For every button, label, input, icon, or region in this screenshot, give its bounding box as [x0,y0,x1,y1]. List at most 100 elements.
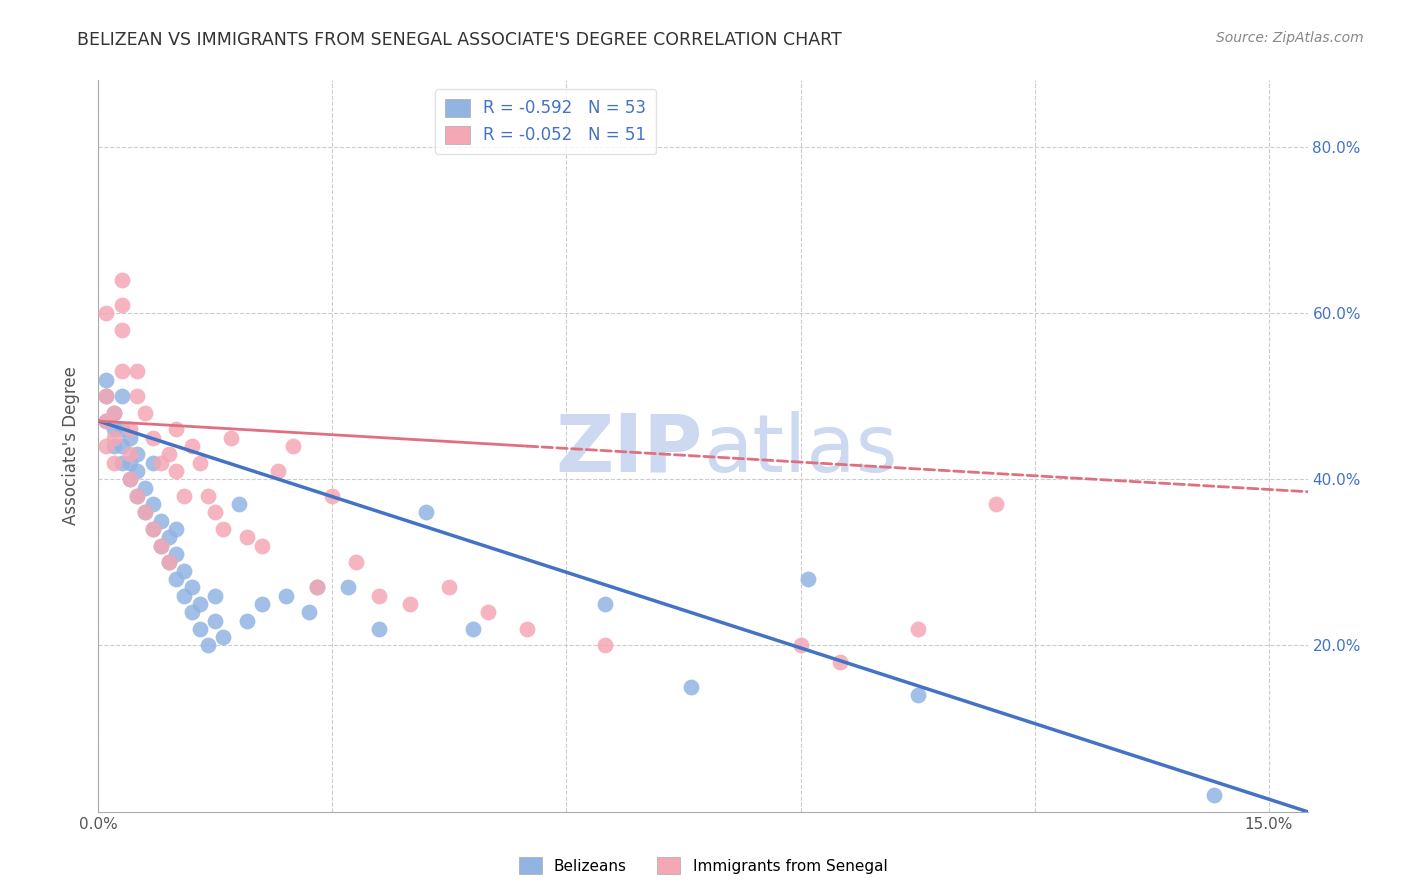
Point [149,456,172,470]
Point [181,580,204,594]
Point [173,489,195,503]
Point [681,680,703,694]
Point [96,414,118,428]
Point [219,431,242,445]
Point [212,522,235,536]
Point [157,530,180,544]
Point [305,580,328,594]
Point [96,389,118,403]
Point [212,630,235,644]
Point [111,364,134,378]
Point [298,605,321,619]
Point [516,622,538,636]
Point [134,506,156,520]
Point [142,497,165,511]
Point [188,456,211,470]
Point [157,555,180,569]
Point [127,364,149,378]
Point [165,547,187,561]
Point [96,372,118,386]
Point [142,522,165,536]
Text: Source: ZipAtlas.com: Source: ZipAtlas.com [1216,31,1364,45]
Point [828,655,851,669]
Point [142,456,165,470]
Point [188,597,211,611]
Point [797,572,820,586]
Point [907,689,929,703]
Point [111,323,134,337]
Point [252,539,274,553]
Point [204,614,226,628]
Point [415,506,437,520]
Point [118,472,141,486]
Point [439,580,461,594]
Point [103,406,125,420]
Y-axis label: Associate's Degree: Associate's Degree [62,367,80,525]
Point [204,589,226,603]
Legend: R = -0.592   N = 53, R = -0.052   N = 51: R = -0.592 N = 53, R = -0.052 N = 51 [434,88,657,154]
Point [267,464,290,478]
Point [181,439,204,453]
Point [283,439,305,453]
Point [96,306,118,320]
Point [984,497,1007,511]
Point [461,622,484,636]
Point [96,439,118,453]
Point [127,464,149,478]
Point [103,431,125,445]
Point [204,506,226,520]
Point [1202,788,1225,802]
Point [789,639,811,653]
Point [134,506,156,520]
Point [149,514,172,528]
Point [907,622,929,636]
Point [103,456,125,470]
Point [165,572,187,586]
Point [96,414,118,428]
Point [111,298,134,312]
Point [235,614,257,628]
Point [165,522,187,536]
Point [111,439,134,453]
Point [142,522,165,536]
Point [252,597,274,611]
Point [399,597,422,611]
Text: BELIZEAN VS IMMIGRANTS FROM SENEGAL ASSOCIATE'S DEGREE CORRELATION CHART: BELIZEAN VS IMMIGRANTS FROM SENEGAL ASSO… [77,31,842,49]
Point [127,489,149,503]
Point [111,456,134,470]
Point [103,439,125,453]
Point [337,580,360,594]
Point [118,431,141,445]
Point [96,389,118,403]
Point [197,489,219,503]
Point [197,639,219,653]
Point [274,589,297,603]
Point [165,422,187,436]
Legend: Belizeans, Immigrants from Senegal: Belizeans, Immigrants from Senegal [513,851,893,880]
Point [103,406,125,420]
Point [344,555,367,569]
Point [595,639,617,653]
Point [134,406,156,420]
Point [157,555,180,569]
Point [173,589,195,603]
Point [165,464,187,478]
Point [149,539,172,553]
Point [595,597,617,611]
Point [127,489,149,503]
Point [235,530,257,544]
Point [118,456,141,470]
Point [127,389,149,403]
Point [111,389,134,403]
Point [188,622,211,636]
Point [149,539,172,553]
Point [118,422,141,436]
Point [181,605,204,619]
Point [127,447,149,461]
Point [142,431,165,445]
Point [173,564,195,578]
Point [103,422,125,436]
Point [368,589,391,603]
Point [157,447,180,461]
Point [134,481,156,495]
